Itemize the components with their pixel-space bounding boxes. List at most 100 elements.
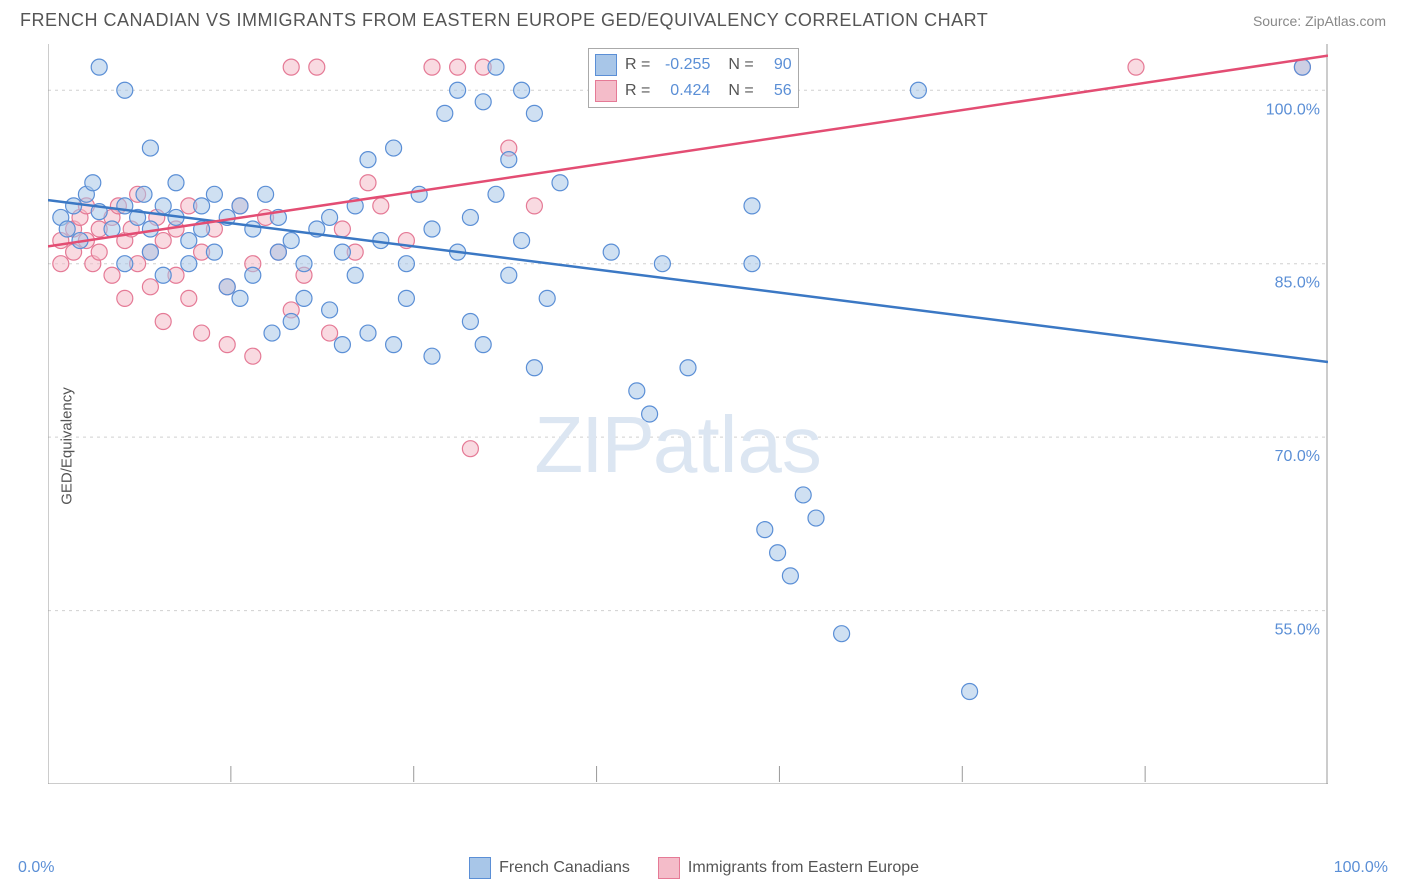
data-point-french_canadians [91,59,107,75]
data-point-french_canadians [181,233,197,249]
data-point-eastern_europe [334,221,350,237]
data-point-french_canadians [181,256,197,272]
data-point-french_canadians [245,221,261,237]
data-point-french_canadians [782,568,798,584]
y-tick-label: 85.0% [1275,275,1320,292]
data-point-french_canadians [642,406,658,422]
chart-area: 100.0%85.0%70.0%55.0% R =-0.255N =90R =0… [48,44,1388,836]
data-point-eastern_europe [462,441,478,457]
data-point-french_canadians [206,244,222,260]
legend-swatch-french_canadians [469,857,491,879]
data-point-french_canadians [136,186,152,202]
data-point-french_canadians [168,175,184,191]
data-point-french_canadians [962,684,978,700]
chart-source: Source: ZipAtlas.com [1253,13,1386,29]
data-point-french_canadians [142,244,158,260]
data-point-french_canadians [744,198,760,214]
data-point-french_canadians [232,290,248,306]
stat-legend-box: R =-0.255N =90R =0.424N =56 [588,48,799,108]
stat-row-eastern_europe: R = 0.424 N = 56 [595,78,792,104]
data-point-eastern_europe [526,198,542,214]
data-point-french_canadians [264,325,280,341]
data-point-eastern_europe [283,59,299,75]
data-point-french_canadians [834,626,850,642]
data-point-french_canadians [360,325,376,341]
data-point-french_canadians [398,256,414,272]
swatch-french_canadians [595,54,617,76]
trend-line-french_canadians [48,200,1328,362]
bottom-legend: French Canadians Immigrants from Eastern … [469,857,919,879]
data-point-french_canadians [232,198,248,214]
data-point-eastern_europe [373,198,389,214]
y-tick-label: 70.0% [1275,448,1320,465]
stat-N-label: N = [728,52,753,78]
data-point-french_canadians [296,256,312,272]
data-point-french_canadians [501,267,517,283]
data-point-french_canadians [283,314,299,330]
stat-N-value-french_canadians: 90 [762,52,792,78]
data-point-french_canadians [296,290,312,306]
legend-swatch-eastern_europe [658,857,680,879]
data-point-eastern_europe [219,337,235,353]
data-point-french_canadians [347,267,363,283]
data-point-french_canadians [526,105,542,121]
data-point-eastern_europe [309,59,325,75]
data-point-french_canadians [437,105,453,121]
stat-R-value-eastern_europe: 0.424 [658,78,710,104]
y-tick-label: 100.0% [1266,101,1320,118]
data-point-french_canadians [117,82,133,98]
data-point-eastern_europe [142,279,158,295]
data-point-french_canadians [603,244,619,260]
stat-R-label: R = [625,78,650,104]
data-point-eastern_europe [91,244,107,260]
data-point-french_canadians [334,244,350,260]
data-point-french_canadians [206,186,222,202]
chart-header: FRENCH CANADIAN VS IMMIGRANTS FROM EASTE… [0,0,1406,35]
data-point-french_canadians [411,186,427,202]
data-point-french_canadians [424,348,440,364]
chart-title: FRENCH CANADIAN VS IMMIGRANTS FROM EASTE… [20,10,988,31]
data-point-french_canadians [770,545,786,561]
data-point-eastern_europe [424,59,440,75]
data-point-french_canadians [514,82,530,98]
legend-item-eastern_europe: Immigrants from Eastern Europe [658,857,919,879]
data-point-french_canadians [424,221,440,237]
data-point-french_canadians [552,175,568,191]
data-point-french_canadians [1294,59,1310,75]
data-point-french_canadians [155,198,171,214]
data-point-french_canadians [59,221,75,237]
data-point-french_canadians [808,510,824,526]
legend-label-eastern_europe: Immigrants from Eastern Europe [688,859,919,877]
data-point-eastern_europe [360,175,376,191]
data-point-french_canadians [539,290,555,306]
data-point-eastern_europe [194,325,210,341]
legend-item-french_canadians: French Canadians [469,857,630,879]
data-point-eastern_europe [450,59,466,75]
data-point-french_canadians [334,337,350,353]
data-point-french_canadians [744,256,760,272]
data-point-eastern_europe [155,314,171,330]
stat-row-french_canadians: R =-0.255N =90 [595,52,792,78]
data-point-french_canadians [360,152,376,168]
x-axis-min-label: 0.0% [18,859,54,877]
data-point-french_canadians [488,186,504,202]
data-point-french_canadians [398,290,414,306]
data-point-french_canadians [155,267,171,283]
stat-N-label: N = [728,78,753,104]
data-point-french_canadians [104,221,120,237]
data-point-french_canadians [462,314,478,330]
data-point-french_canadians [680,360,696,376]
data-point-french_canadians [117,256,133,272]
stat-N-value-eastern_europe: 56 [762,78,792,104]
data-point-french_canadians [283,233,299,249]
swatch-eastern_europe [595,80,617,102]
stat-R-label: R = [625,52,650,78]
data-point-french_canadians [219,279,235,295]
data-point-eastern_europe [1128,59,1144,75]
data-point-eastern_europe [245,348,261,364]
data-point-french_canadians [462,209,478,225]
data-point-french_canadians [795,487,811,503]
data-point-french_canadians [475,337,491,353]
bottom-bar: 0.0% French Canadians Immigrants from Eas… [0,844,1406,892]
data-point-french_canadians [526,360,542,376]
